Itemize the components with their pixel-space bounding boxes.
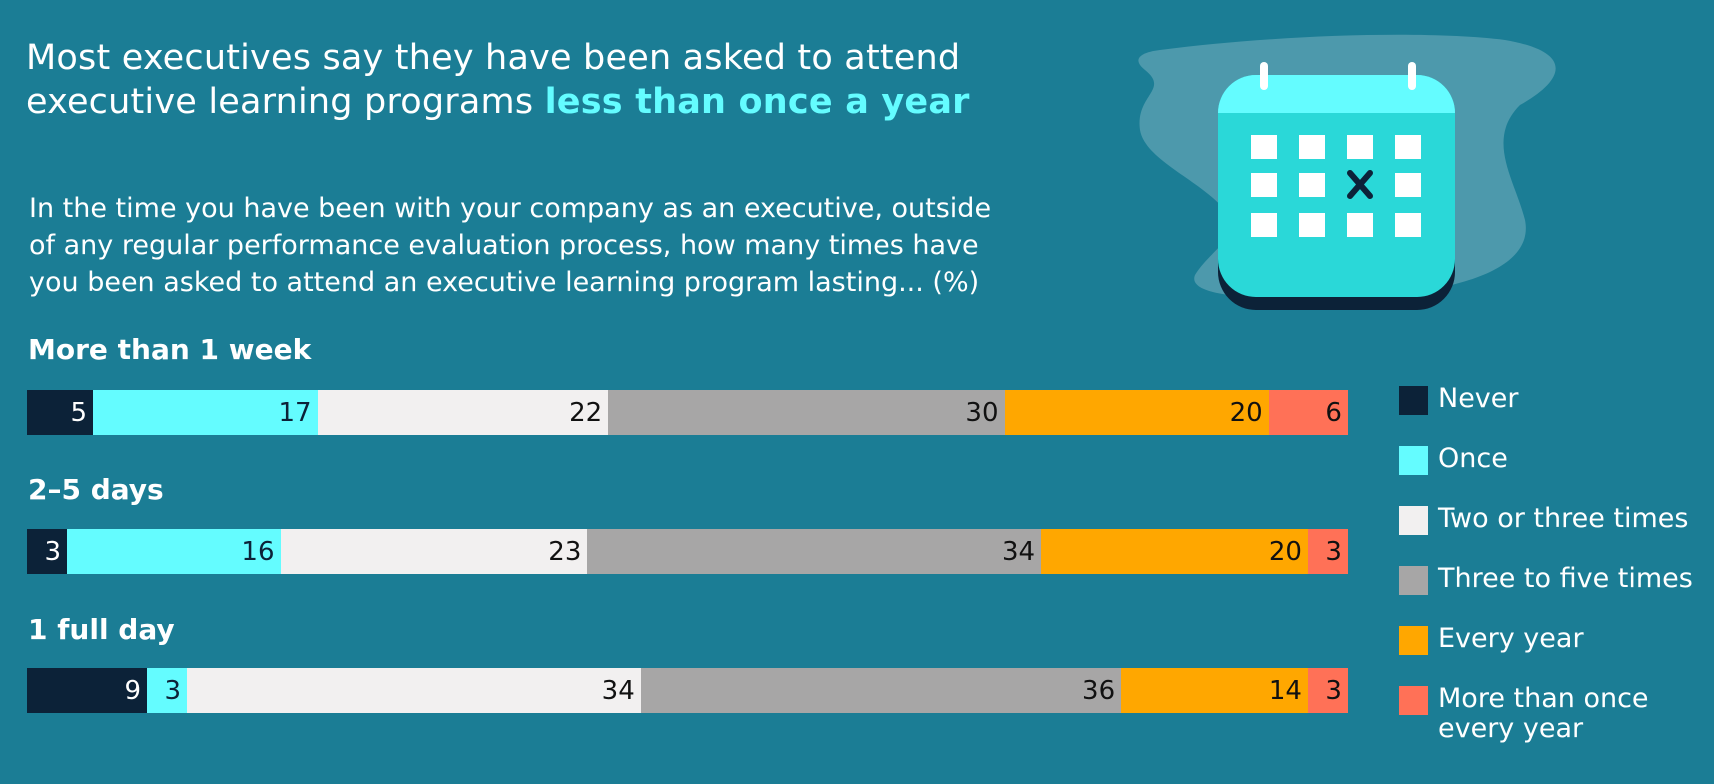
legend: Never Once Two or three times Three to five… (1399, 384, 1699, 773)
data-label: 34 (1001, 536, 1036, 567)
calendar-icon (1138, 34, 1556, 310)
title-main: Most executives say they have been asked… (26, 38, 961, 122)
category-label-2-5-days: 2–5 days (28, 473, 164, 506)
bar-segment-more-than-once-every-year: 3 (1307, 668, 1348, 713)
legend-label: Three to five times (1438, 563, 1693, 594)
stacked-bar-1-full-day: 9 3 34 36 14 3 (27, 668, 1348, 713)
legend-item-never: Never (1399, 384, 1699, 415)
data-label: 23 (548, 536, 582, 567)
data-label: 17 (278, 397, 312, 428)
bar-segment-two-or-three-times: 23 (280, 529, 588, 574)
legend-swatch (1399, 446, 1428, 475)
legend-swatch (1399, 686, 1428, 715)
data-label: 36 (1082, 675, 1116, 706)
bar-segment-every-year: 20 (1041, 529, 1308, 574)
data-label: 3 (44, 536, 62, 567)
stacked-bar-more-than-1-week: 5 17 22 30 20 6 (27, 390, 1348, 435)
category-label-1-full-day: 1 full day (28, 613, 175, 646)
data-label: 3 (1325, 675, 1342, 706)
calendar-illustration (1125, 30, 1575, 334)
chart-title: Most executives say they have been asked… (26, 36, 1026, 124)
legend-item-three-to-five-times: Three to five times (1399, 564, 1699, 595)
bar-segment-three-to-five-times: 36 (640, 668, 1122, 713)
data-label: 3 (1325, 536, 1342, 567)
legend-label: Two or three times (1438, 503, 1689, 534)
legend-label: Once (1438, 443, 1508, 474)
bar-segment-never: 3 (27, 529, 68, 574)
bar-segment-never: 5 (27, 390, 94, 435)
data-label: 22 (569, 397, 603, 428)
legend-swatch (1399, 386, 1428, 415)
bar-segment-two-or-three-times: 34 (187, 668, 641, 713)
data-label: 30 (965, 397, 999, 428)
legend-item-two-or-three-times: Two or three times (1399, 504, 1699, 535)
data-label: 3 (164, 675, 182, 706)
bar-segment-two-or-three-times: 22 (317, 390, 609, 435)
bar-segment-once: 3 (147, 668, 188, 713)
data-label: 5 (70, 397, 88, 428)
bar-segment-once: 17 (93, 390, 318, 435)
stacked-bar-2-5-days: 3 16 23 34 20 3 (27, 529, 1348, 574)
bar-segment-every-year: 14 (1121, 668, 1308, 713)
title-highlight: less than once a year (544, 82, 970, 122)
bar-segment-once: 16 (67, 529, 281, 574)
category-label-more-than-1-week: More than 1 week (28, 333, 312, 366)
legend-label: Every year (1438, 623, 1584, 654)
bar-segment-more-than-once-every-year: 3 (1307, 529, 1348, 574)
bar-segment-never: 9 (27, 668, 148, 713)
legend-swatch (1399, 626, 1428, 655)
data-label: 20 (1229, 397, 1263, 428)
legend-item-every-year: Every year (1399, 624, 1699, 655)
legend-item-more-than-once-every-year: More than once every year (1399, 684, 1699, 744)
survey-question: In the time you have been with your comp… (29, 193, 992, 298)
bar-segment-three-to-five-times: 34 (587, 529, 1042, 574)
data-label: 14 (1268, 675, 1302, 706)
legend-label: More than once every year (1438, 683, 1649, 744)
legend-label: Never (1438, 383, 1519, 414)
bar-segment-three-to-five-times: 30 (608, 390, 1005, 435)
legend-swatch (1399, 566, 1428, 595)
data-label: 6 (1325, 397, 1342, 428)
data-label: 16 (241, 536, 275, 567)
data-label: 34 (601, 675, 635, 706)
data-label: 20 (1268, 536, 1302, 567)
data-label: 9 (124, 675, 142, 706)
legend-swatch (1399, 506, 1428, 535)
legend-item-once: Once (1399, 444, 1699, 475)
x-mark-icon (1347, 170, 1373, 199)
bar-segment-more-than-once-every-year: 6 (1268, 390, 1348, 435)
bar-segment-every-year: 20 (1004, 390, 1269, 435)
